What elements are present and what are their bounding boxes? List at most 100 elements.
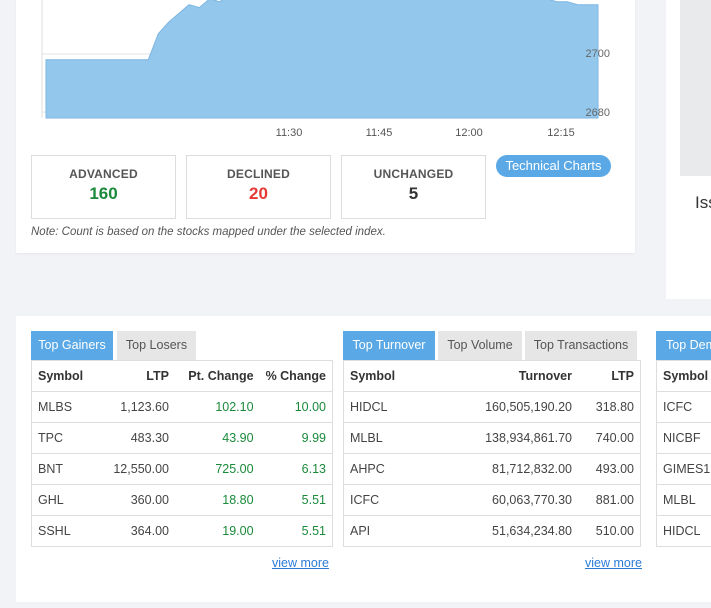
tab-top-volume[interactable]: Top Volume [438, 331, 522, 360]
tab-top-gainers[interactable]: Top Gainers [31, 331, 113, 360]
ltp-cell: 740.00 [578, 422, 641, 454]
table-row[interactable]: ICFC 60,063,770.30 881.00 [343, 484, 641, 516]
turnover-cell: 138,934,861.70 [436, 422, 578, 454]
symbol-cell[interactable]: ICFC [343, 484, 436, 516]
col-pt-change: Pt. Change [174, 360, 260, 392]
table-row[interactable]: SSHL 364.00 19.00 5.51 [31, 515, 333, 547]
ltp-cell: 510.00 [578, 515, 641, 547]
ltp-cell: 364.00 [96, 515, 175, 547]
symbol-cell[interactable]: TPC [31, 422, 97, 454]
ltp-cell: 318.80 [578, 391, 641, 423]
pt-change-cell: 102.10 [174, 391, 260, 423]
unchanged-label: UNCHANGED [373, 167, 454, 181]
x-tick-label: 11:45 [366, 127, 393, 139]
table-row[interactable]: MLBS 1,123.60 102.10 10.00 [31, 391, 333, 423]
table-row[interactable]: HIDCL [656, 515, 711, 547]
col-symbol: Symbol [343, 360, 436, 392]
side-heading: Iss [695, 193, 711, 212]
table-row[interactable]: MLBL 138,934,861.70 740.00 [343, 422, 641, 454]
x-tick-label: 12:15 [547, 127, 575, 139]
turnover-table: Symbol Turnover LTP HIDCL 160,505,190.20 3… [343, 360, 641, 547]
market-tables-card: Top Gainers Top Losers Symbol LTP Pt. Ch… [16, 316, 711, 602]
technical-charts-button[interactable]: Technical Charts [496, 155, 611, 177]
y-tick-label: 2700 [586, 48, 610, 60]
symbol-cell[interactable]: MLBL [343, 422, 436, 454]
pt-change-cell: 725.00 [174, 453, 260, 485]
ltp-cell: 360.00 [96, 484, 175, 516]
symbol-cell[interactable]: AHPC [343, 453, 436, 485]
market-chart-card: 2700 2680 11:30 11:45 12:00 12:15 ADVANCED 1… [16, 0, 635, 253]
pt-change-cell: 19.00 [174, 515, 260, 547]
pct-change-cell: 5.51 [259, 484, 333, 516]
tab-top-turnover[interactable]: Top Turnover [343, 331, 435, 360]
pct-change-cell: 9.99 [259, 422, 333, 454]
table-header-row: Symbol LTP Pt. Change % Change [31, 360, 333, 392]
x-tick-label: 11:30 [276, 127, 303, 139]
table-row[interactable]: GIMES1 [656, 453, 711, 485]
tab-top-transactions[interactable]: Top Transactions [525, 331, 637, 360]
turnover-cell: 160,505,190.20 [436, 391, 578, 423]
table-header-row: Symbol [656, 360, 711, 392]
table-row[interactable]: API 51,634,234.80 510.00 [343, 515, 641, 547]
symbol-cell[interactable]: ICFC [656, 391, 711, 423]
gainers-table: Symbol LTP Pt. Change % Change MLBS 1,123… [31, 360, 333, 547]
symbol-cell[interactable]: HIDCL [656, 515, 711, 547]
table-row[interactable]: NICBF [656, 422, 711, 454]
y-tick-label: 2680 [586, 107, 610, 119]
unchanged-stat: UNCHANGED 5 [341, 155, 486, 219]
table-row[interactable]: MLBL [656, 484, 711, 516]
table-header-row: Symbol Turnover LTP [343, 360, 641, 392]
advanced-stat: ADVANCED 160 [31, 155, 176, 219]
col-symbol: Symbol [31, 360, 97, 392]
ltp-cell: 1,123.60 [96, 391, 175, 423]
declined-value: 20 [249, 184, 268, 203]
unchanged-value: 5 [408, 184, 419, 203]
ltp-cell: 881.00 [578, 484, 641, 516]
chart-area-series [45, 0, 599, 119]
table-row[interactable]: ICFC [656, 391, 711, 423]
symbol-cell[interactable]: MLBL [656, 484, 711, 516]
col-ltp: LTP [578, 360, 641, 392]
ltp-cell: 483.30 [96, 422, 175, 454]
col-pct-change: % Change [259, 360, 333, 392]
symbol-cell[interactable]: BNT [31, 453, 97, 485]
tab-top-losers[interactable]: Top Losers [117, 331, 196, 360]
demand-panel: Top Dem Symbol ICFC NICBF GIMES1 MLBL HIDCL [656, 331, 711, 547]
table-row[interactable]: TPC 483.30 43.90 9.99 [31, 422, 333, 454]
symbol-cell[interactable]: GHL [31, 484, 97, 516]
ltp-cell: 493.00 [578, 453, 641, 485]
pct-change-cell: 10.00 [259, 391, 333, 423]
gainers-view-more-link[interactable]: view more [272, 556, 329, 570]
advanced-value: 160 [89, 184, 118, 203]
demand-table: Symbol ICFC NICBF GIMES1 MLBL HIDCL [656, 360, 711, 547]
declined-label: DECLINED [227, 167, 290, 181]
tab-top-demand[interactable]: Top Dem [656, 331, 711, 360]
declined-stat: DECLINED 20 [186, 155, 331, 219]
turnover-panel: Top Turnover Top Volume Top Transactions… [343, 331, 641, 547]
table-row[interactable]: GHL 360.00 18.80 5.51 [31, 484, 333, 516]
turnover-cell: 81,712,832.00 [436, 453, 578, 485]
table-row[interactable]: AHPC 81,712,832.00 493.00 [343, 453, 641, 485]
col-symbol: Symbol [656, 360, 711, 392]
turnover-cell: 51,634,234.80 [436, 515, 578, 547]
ltp-cell: 12,550.00 [96, 453, 175, 485]
symbol-cell[interactable]: SSHL [31, 515, 97, 547]
x-tick-label: 12:00 [455, 127, 483, 139]
symbol-cell[interactable]: GIMES1 [656, 453, 711, 485]
symbol-cell[interactable]: HIDCL [343, 391, 436, 423]
symbol-cell[interactable]: API [343, 515, 436, 547]
table-row[interactable]: HIDCL 160,505,190.20 318.80 [343, 391, 641, 423]
pct-change-cell: 6.13 [259, 453, 333, 485]
gainers-panel: Top Gainers Top Losers Symbol LTP Pt. Ch… [31, 331, 333, 547]
turnover-cell: 60,063,770.30 [436, 484, 578, 516]
side-card: Iss [666, 0, 711, 299]
table-row[interactable]: BNT 12,550.00 725.00 6.13 [31, 453, 333, 485]
pt-change-cell: 18.80 [174, 484, 260, 516]
col-ltp: LTP [96, 360, 175, 392]
pct-change-cell: 5.51 [259, 515, 333, 547]
side-image [680, 0, 711, 176]
symbol-cell[interactable]: NICBF [656, 422, 711, 454]
symbol-cell[interactable]: MLBS [31, 391, 97, 423]
turnover-view-more-link[interactable]: view more [585, 556, 642, 570]
col-turnover: Turnover [436, 360, 578, 392]
